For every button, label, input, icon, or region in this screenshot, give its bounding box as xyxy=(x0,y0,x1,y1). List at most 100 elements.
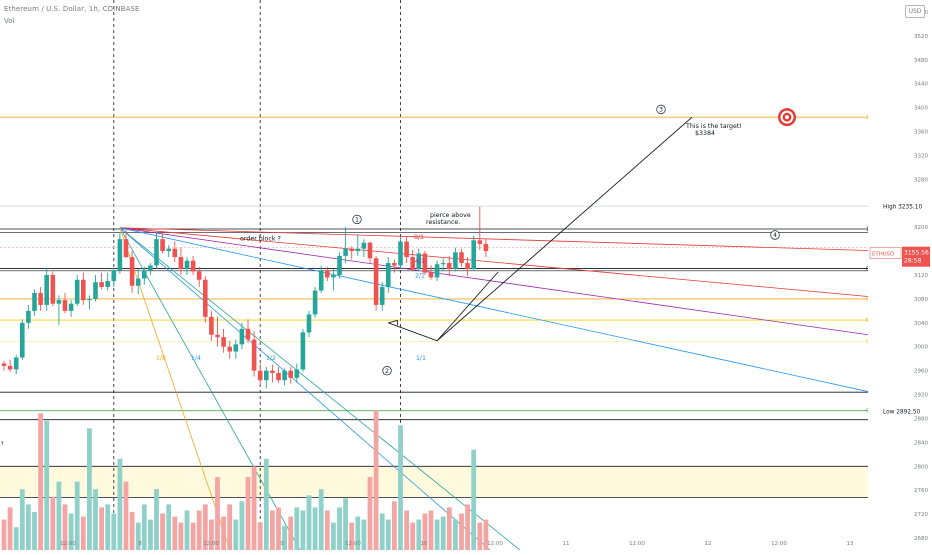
candle[interactable] xyxy=(270,364,275,383)
candle[interactable] xyxy=(318,265,324,293)
candle[interactable] xyxy=(306,310,312,338)
candle[interactable] xyxy=(477,206,483,250)
candle[interactable] xyxy=(196,266,202,287)
candle[interactable] xyxy=(355,234,361,256)
candle[interactable] xyxy=(1,361,7,371)
price-tag-countdown: 28:58 xyxy=(904,258,921,265)
candle[interactable] xyxy=(325,266,330,281)
candle[interactable] xyxy=(379,282,385,311)
candle[interactable] xyxy=(99,272,104,290)
candle[interactable] xyxy=(154,231,159,270)
candle[interactable] xyxy=(373,255,379,311)
candle[interactable] xyxy=(422,251,428,275)
candle[interactable] xyxy=(367,241,373,264)
candle[interactable] xyxy=(337,252,342,279)
candle[interactable] xyxy=(190,255,196,275)
candle[interactable] xyxy=(410,249,415,272)
candle[interactable] xyxy=(294,363,300,383)
candle[interactable] xyxy=(288,367,293,384)
candle[interactable] xyxy=(227,340,232,359)
candle[interactable] xyxy=(282,368,287,386)
candle[interactable] xyxy=(172,241,178,262)
candle[interactable] xyxy=(221,328,226,353)
volume-bar xyxy=(105,504,111,550)
candle[interactable] xyxy=(465,257,470,277)
candle[interactable] xyxy=(404,236,409,264)
candle[interactable] xyxy=(233,339,239,359)
candle[interactable] xyxy=(117,233,123,274)
volume-bar xyxy=(202,504,208,550)
candle[interactable] xyxy=(300,328,306,372)
candle[interactable] xyxy=(38,286,43,311)
volume-bar xyxy=(398,425,403,550)
currency-badge[interactable]: USD xyxy=(905,5,925,18)
candle[interactable] xyxy=(245,319,251,344)
fan-ratio-label: 8/1 xyxy=(414,234,424,241)
candle[interactable] xyxy=(459,248,464,267)
candle[interactable] xyxy=(428,265,434,280)
candle[interactable] xyxy=(7,359,13,372)
candle[interactable] xyxy=(343,227,348,264)
candle[interactable] xyxy=(166,245,171,258)
candle[interactable] xyxy=(56,295,62,326)
candle-body xyxy=(123,239,129,258)
candle[interactable] xyxy=(13,355,19,375)
candle[interactable] xyxy=(148,263,153,275)
candle[interactable] xyxy=(26,304,31,329)
candle[interactable] xyxy=(32,289,37,316)
candle[interactable] xyxy=(129,251,135,293)
volume-bar xyxy=(404,510,409,550)
candle[interactable] xyxy=(105,272,110,291)
candle[interactable] xyxy=(142,266,147,285)
candle[interactable] xyxy=(44,267,49,311)
candle[interactable] xyxy=(203,276,208,323)
volume-bar xyxy=(74,481,80,550)
candle[interactable] xyxy=(123,229,129,259)
volume-bar xyxy=(87,428,92,550)
candle[interactable] xyxy=(20,319,25,360)
price-axis[interactable] xyxy=(868,0,932,550)
candle[interactable] xyxy=(471,235,476,271)
candle[interactable] xyxy=(264,367,269,389)
volume-bar xyxy=(44,420,50,550)
candle[interactable] xyxy=(349,246,354,260)
candle[interactable] xyxy=(178,247,184,276)
candle[interactable] xyxy=(453,247,458,272)
candle-body xyxy=(62,300,68,311)
candle[interactable] xyxy=(184,257,190,275)
candle[interactable] xyxy=(215,316,220,347)
symbol-title[interactable]: Ethereum / U.S. Dollar, 1h, COINBASE xyxy=(4,5,140,13)
candle[interactable] xyxy=(398,236,403,270)
candle[interactable] xyxy=(251,331,257,377)
candle[interactable] xyxy=(434,260,440,281)
candle[interactable] xyxy=(276,367,281,383)
candle[interactable] xyxy=(440,258,446,272)
candle[interactable] xyxy=(209,310,214,341)
candle[interactable] xyxy=(62,292,68,314)
candle[interactable] xyxy=(312,286,318,319)
candle[interactable] xyxy=(257,363,263,385)
candle[interactable] xyxy=(331,269,336,291)
candle[interactable] xyxy=(50,271,56,307)
candle[interactable] xyxy=(135,269,141,295)
candle[interactable] xyxy=(111,267,117,287)
candle[interactable] xyxy=(392,259,397,273)
volume-bar xyxy=(80,516,86,550)
candle[interactable] xyxy=(416,248,422,272)
candle[interactable] xyxy=(160,233,165,254)
candle[interactable] xyxy=(93,275,98,302)
candle[interactable] xyxy=(239,322,245,350)
candle-body xyxy=(166,248,171,252)
candle[interactable] xyxy=(87,295,92,310)
volume-indicator-label[interactable]: Vol xyxy=(4,17,15,25)
candle[interactable] xyxy=(386,257,391,293)
candle[interactable] xyxy=(447,255,452,277)
candle[interactable] xyxy=(68,300,74,317)
candle[interactable] xyxy=(74,275,80,307)
candle[interactable] xyxy=(81,272,86,305)
candle[interactable] xyxy=(361,239,367,258)
candle[interactable] xyxy=(483,239,489,258)
candle-body xyxy=(337,255,342,275)
